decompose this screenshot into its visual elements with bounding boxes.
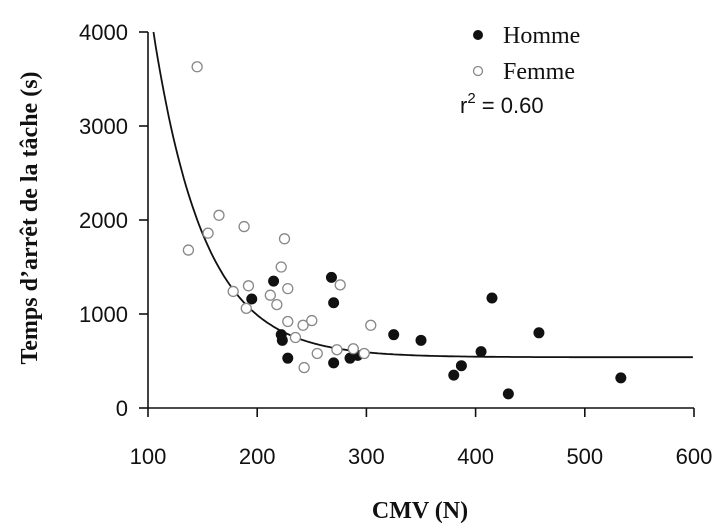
r-symbol: r: [460, 93, 467, 118]
point-femme: [306, 314, 318, 327]
point-homme: [533, 327, 545, 339]
point-homme: [455, 360, 467, 372]
point-femme: [240, 302, 252, 315]
point-femme: [358, 347, 370, 360]
point-femme: [347, 343, 359, 355]
point-femme: [297, 319, 309, 331]
point-homme: [388, 329, 400, 341]
legend-label-femme: Femme: [503, 59, 575, 85]
legend: Homme Femme r2 = 0.60: [460, 23, 580, 118]
y-axis-label: Temps d’arrêt de la tâche (s): [17, 71, 43, 364]
point-femme: [264, 289, 276, 301]
x-tick-label: 100: [130, 444, 167, 469]
point-femme: [331, 344, 343, 356]
point-homme: [246, 293, 258, 305]
r-squared-value: = 0.60: [476, 93, 544, 118]
y-tick-label: 0: [116, 396, 128, 421]
point-homme: [475, 346, 487, 358]
x-tick-label: 400: [457, 444, 494, 469]
point-femme: [289, 331, 302, 344]
x-tick-label: 200: [239, 444, 276, 469]
legend-marker-homme: [473, 30, 483, 40]
point-femme: [202, 227, 214, 239]
x-tick-label: 300: [348, 444, 385, 469]
point-femme: [298, 361, 310, 374]
point-homme: [448, 369, 460, 381]
point-femme: [278, 233, 291, 245]
point-homme: [328, 297, 340, 309]
point-femme: [182, 244, 195, 256]
point-femme: [271, 298, 283, 311]
x-tick-label: 600: [676, 444, 713, 469]
fit-curve: [152, 31, 693, 359]
point-homme: [268, 275, 280, 287]
point-homme: [415, 334, 427, 346]
point-homme: [502, 388, 514, 400]
point-femme: [213, 209, 225, 221]
legend-marker-femme: [472, 65, 484, 77]
y-tick-label: 4000: [79, 20, 128, 45]
point-homme: [325, 271, 337, 283]
data-points: [182, 61, 627, 400]
legend-label-homme: Homme: [503, 23, 580, 49]
x-axis-label: CMV (N): [372, 498, 468, 524]
point-femme: [238, 220, 250, 233]
point-femme: [191, 61, 203, 73]
point-homme: [282, 352, 294, 364]
point-femme: [275, 261, 287, 273]
point-homme: [486, 292, 498, 304]
y-tick-label: 2000: [79, 208, 128, 233]
point-femme: [365, 319, 377, 331]
point-femme: [282, 315, 294, 328]
point-homme: [276, 334, 288, 346]
r-squared-annotation: r2 = 0.60: [460, 90, 544, 118]
point-femme: [334, 279, 346, 291]
x-tick-label: 500: [566, 444, 603, 469]
y-tick-label: 3000: [79, 114, 128, 139]
fit-curve-group: [152, 31, 693, 359]
point-homme: [615, 372, 627, 384]
r-squared-exponent: 2: [467, 90, 475, 107]
point-femme: [311, 347, 323, 360]
point-homme: [328, 357, 340, 369]
point-femme: [242, 280, 255, 292]
axes: 100 200 300 400 500 600 0 1000 2000 3000 4000: [79, 20, 712, 469]
y-tick-label: 1000: [79, 302, 128, 327]
point-femme: [282, 282, 294, 295]
point-femme: [227, 285, 239, 298]
